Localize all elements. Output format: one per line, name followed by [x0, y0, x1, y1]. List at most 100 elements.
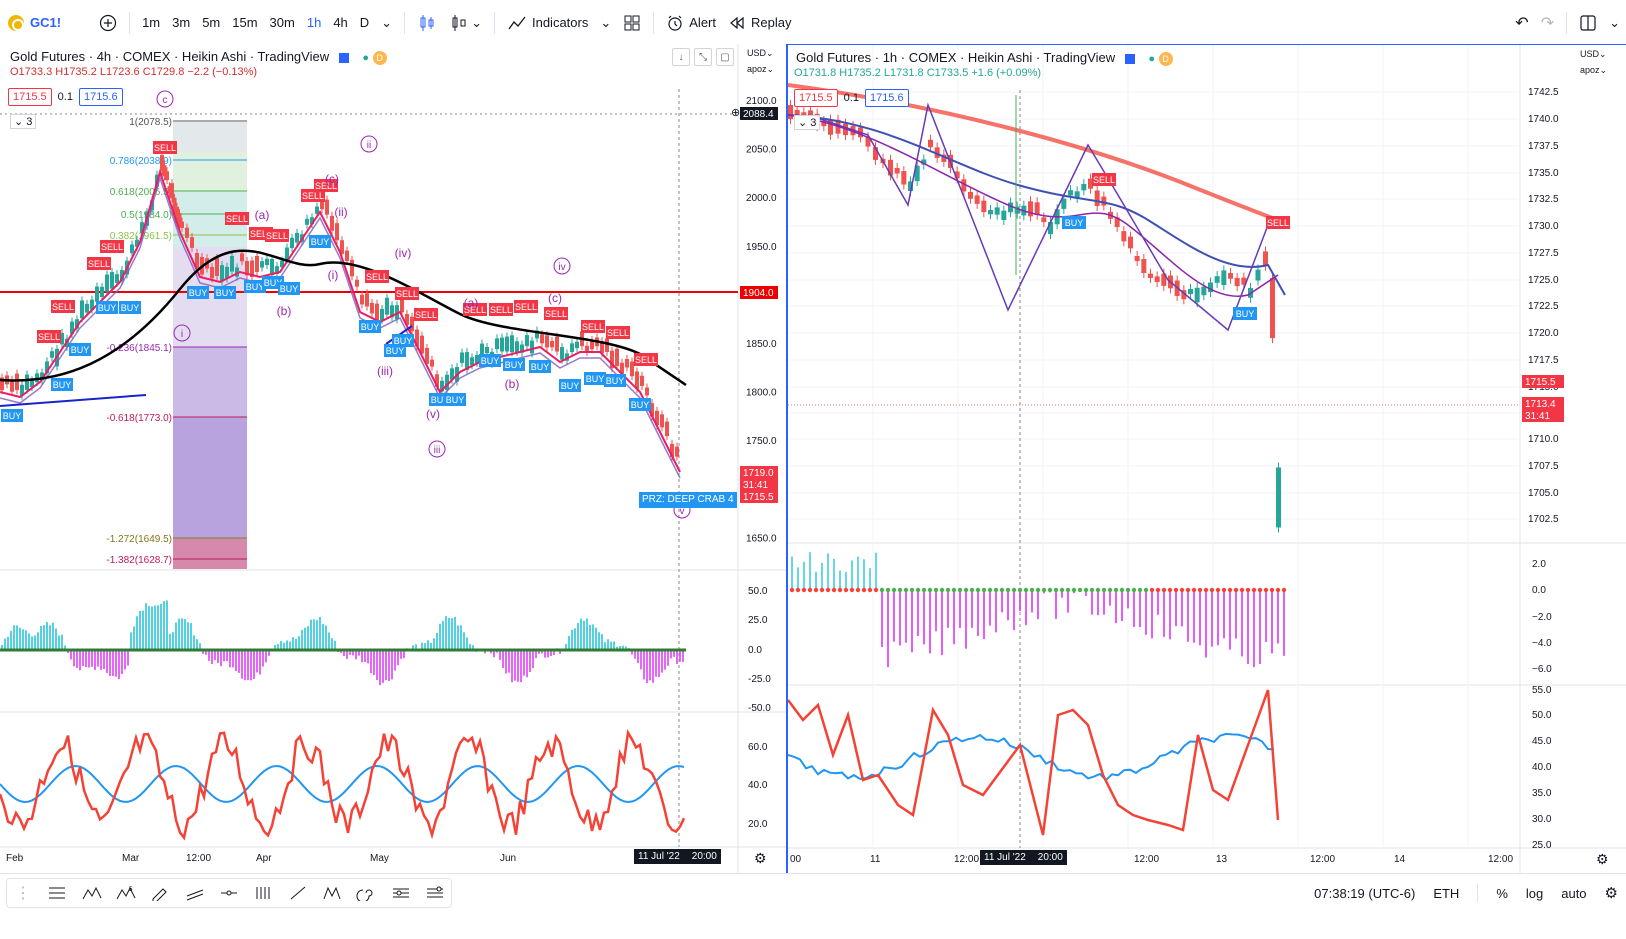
gold-logo-icon	[8, 14, 24, 31]
fib-level-label: 1(2078.5)	[129, 117, 172, 128]
right-chart-panel[interactable]: 1742.5 1740.0 1737.5 1735.0 1732.5 1730.0 1727…	[788, 44, 1626, 874]
candle-body	[355, 279, 359, 287]
wave-numbers-icon[interactable]: 5	[114, 881, 138, 905]
osc-zero-dot	[957, 587, 963, 593]
interval-4h[interactable]: 4h	[333, 15, 348, 30]
log-toggle[interactable]: log	[1525, 885, 1544, 901]
left-chart-canvas[interactable]: 2100.02050.02000.01950.01900.01850.01800…	[0, 44, 786, 874]
candle-body	[485, 347, 489, 354]
vertical-lines-icon[interactable]	[251, 881, 275, 905]
candle-body	[375, 303, 379, 321]
wave-label: iii	[434, 445, 441, 456]
symbol-search[interactable]: GC1!	[0, 8, 67, 38]
osc-zero-dot	[1113, 587, 1119, 593]
ruler-icon[interactable]	[423, 881, 447, 905]
price-tick-label: 1725.0	[1528, 275, 1559, 286]
interval-3m[interactable]: 3m	[172, 15, 191, 30]
right-currency[interactable]: USD⌄	[1580, 49, 1607, 60]
crosshair-price-tag-bg	[740, 107, 778, 120]
osc-zero-dot	[837, 587, 843, 593]
interval-1m[interactable]: 1m	[142, 15, 161, 30]
right-collapse-legend[interactable]: ⌄ 3	[794, 115, 821, 130]
interval-15m[interactable]: 15m	[232, 15, 258, 30]
active-pane-border	[786, 44, 788, 874]
more-button[interactable]: ⌄	[1603, 8, 1626, 38]
time-tick-label: 11	[870, 854, 881, 865]
candle-type-button[interactable]	[411, 8, 443, 38]
sell-price-button[interactable]: 1715.5	[8, 88, 52, 106]
candle-type-button-2[interactable]: ⌄	[443, 8, 488, 38]
interval-dropdown[interactable]: ⌄	[375, 8, 398, 38]
interval-5m[interactable]: 5m	[202, 15, 221, 30]
left-chart-panel[interactable]: 2100.02050.02000.01950.01900.01850.01800…	[0, 44, 786, 874]
replay-button[interactable]: Replay	[722, 8, 797, 38]
redo-button[interactable]: ↷	[1535, 8, 1560, 38]
collapse-button[interactable]: ⤡	[694, 48, 712, 66]
osc-zero-dot	[855, 587, 861, 593]
sell-price-button[interactable]: 1715.5	[794, 89, 838, 107]
candle-body	[500, 337, 504, 352]
candle-body	[675, 446, 679, 457]
buy-price-button[interactable]: 1715.6	[864, 89, 909, 107]
menu-lines-icon[interactable]	[45, 881, 69, 905]
price-tick-label: 1950.0	[746, 242, 777, 253]
wave-label: c	[163, 95, 168, 106]
auto-toggle[interactable]: auto	[1561, 885, 1587, 901]
alert-label: Alert	[689, 15, 716, 30]
chevron-down-icon: ⌄	[766, 64, 775, 74]
right-settings-button[interactable]: ⚙	[1596, 851, 1609, 867]
osc-zero-dot	[1191, 587, 1197, 593]
long-position-icon[interactable]	[389, 881, 413, 905]
templates-button[interactable]	[617, 8, 647, 38]
fib-spiral-icon[interactable]	[354, 881, 378, 905]
buy-signal-label: BUY	[311, 237, 330, 247]
alert-button[interactable]: Alert	[660, 8, 722, 38]
settings-gear-icon[interactable]: ⚙	[1604, 885, 1618, 902]
price-tick-label: 1727.5	[1528, 248, 1559, 259]
right-scale-mode[interactable]: apoz⌄	[1580, 65, 1607, 76]
compare-add-button[interactable]	[93, 8, 123, 38]
eye-icon[interactable]: ●	[362, 52, 370, 64]
sell-signal: SELL	[301, 189, 325, 202]
left-settings-button[interactable]: ⚙	[754, 850, 767, 866]
percent-toggle[interactable]: %	[1496, 885, 1508, 901]
time-tick-label: 12:00	[1134, 854, 1159, 865]
trend-line-icon[interactable]	[286, 881, 310, 905]
buy-price-button[interactable]: 1715.6	[78, 88, 123, 106]
pencil-icon[interactable]	[148, 881, 172, 905]
pattern-icon[interactable]	[320, 881, 344, 905]
horizontal-line-icon[interactable]	[217, 881, 241, 905]
toolbar-divider	[1566, 11, 1568, 34]
sell-signal: SELL	[606, 326, 630, 339]
left-scale-mode[interactable]: apoz⌄	[747, 64, 774, 75]
arrow-down-button[interactable]: ↓	[672, 48, 690, 66]
elliott-wave-icon[interactable]	[80, 881, 104, 905]
channel-icon[interactable]	[183, 881, 207, 905]
clock-label[interactable]: 07:38:19 (UTC-6)	[1314, 885, 1416, 901]
buy-signal: BUY	[187, 286, 209, 299]
sell-signal: SELL	[395, 287, 419, 300]
drag-handle-icon[interactable]: ⋮	[15, 885, 31, 902]
candle-body	[988, 209, 993, 215]
left-currency[interactable]: USD⌄	[747, 48, 774, 59]
interval-30m[interactable]: 30m	[269, 15, 295, 30]
eye-icon[interactable]: ●	[1148, 53, 1156, 65]
osc-zero-dot	[1125, 587, 1131, 593]
right-chart-canvas[interactable]: 1742.5 1740.0 1737.5 1735.0 1732.5 1730.0 1727…	[788, 45, 1626, 874]
maximize-button[interactable]: ▢	[716, 48, 734, 66]
candle-body	[1263, 251, 1268, 266]
candle-body	[908, 181, 913, 192]
candle-body	[450, 368, 454, 380]
toolbar-divider	[404, 11, 406, 34]
osc-zero-dot	[1263, 587, 1269, 593]
indicators-button[interactable]: Indicators ⌄	[501, 8, 617, 38]
session-label[interactable]: ETH	[1433, 885, 1460, 901]
candle-body	[480, 343, 484, 356]
layout-button[interactable]	[1573, 8, 1603, 38]
left-collapse-legend[interactable]: ⌄ 3	[10, 114, 37, 129]
interval-D[interactable]: D	[359, 15, 370, 30]
interval-1h[interactable]: 1h	[306, 15, 322, 30]
osc-tick-label: 50.0	[748, 586, 768, 597]
buy-signal: BUY	[629, 398, 651, 411]
undo-button[interactable]: ↶	[1509, 8, 1534, 38]
